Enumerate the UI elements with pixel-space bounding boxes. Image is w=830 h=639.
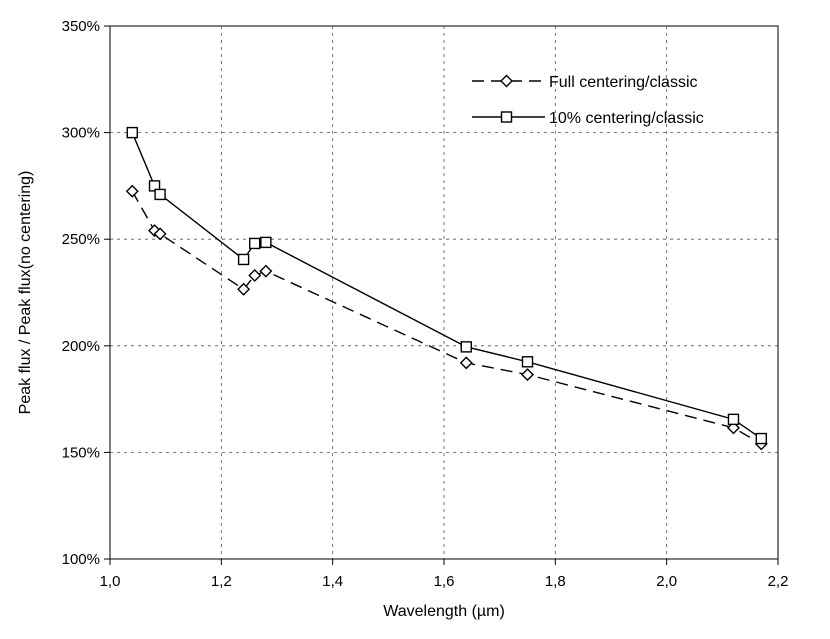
x-axis-label: Wavelength (µm) <box>383 603 505 620</box>
data-series <box>125 126 768 451</box>
legend-item-10pct-centering: 10% centering/classic <box>472 110 704 127</box>
data-point-square <box>521 356 534 368</box>
data-point-diamond <box>459 356 473 370</box>
series-1 <box>126 126 767 445</box>
data-point-square <box>237 253 250 266</box>
data-point-square <box>755 432 767 445</box>
data-point-diamond <box>237 282 251 296</box>
legend-label: 10% centering/classic <box>549 110 704 127</box>
data-point-diamond <box>521 368 534 382</box>
data-point-diamond <box>125 184 139 198</box>
data-point-square <box>460 341 472 353</box>
y-tick-label: 350% <box>62 18 100 35</box>
data-point-square <box>249 237 261 250</box>
data-point-square <box>126 126 138 139</box>
x-tick-label: 1,2 <box>211 573 232 590</box>
legend-marker-square <box>500 111 513 123</box>
data-point-diamond <box>726 421 740 435</box>
data-point-square <box>154 188 166 201</box>
legend-label: Full centering/classic <box>549 74 698 91</box>
x-tick-label: 1,4 <box>322 573 343 590</box>
axis-ticks: 1,0 1,2 1,4 1,6 1,8 2,0 2,2 100% 150% 200% 250% 300… <box>62 18 789 590</box>
y-tick-label: 250% <box>62 231 100 248</box>
x-tick-label: 1,8 <box>545 573 566 590</box>
data-point-square <box>727 413 740 426</box>
y-tick-label: 150% <box>62 444 100 461</box>
data-point-square <box>260 236 272 249</box>
x-tick-label: 2,0 <box>656 573 677 590</box>
y-axis-label: Peak flux / Peak flux(no centering) <box>17 171 34 415</box>
y-tick-label: 100% <box>62 551 100 568</box>
data-point-diamond <box>259 264 273 278</box>
y-tick-label: 300% <box>62 125 100 142</box>
x-tick-label: 2,2 <box>768 573 789 590</box>
y-tick-label: 200% <box>62 338 100 355</box>
data-point-diamond <box>248 268 262 282</box>
legend-marker-diamond <box>500 74 513 88</box>
grid-lines <box>110 26 778 559</box>
legend: Full centering/classic 10% centering/cla… <box>472 74 704 127</box>
x-tick-label: 1,0 <box>100 573 121 590</box>
x-tick-label: 1,6 <box>434 573 455 590</box>
data-point-diamond <box>153 227 167 241</box>
legend-item-full-centering: Full centering/classic <box>472 74 698 91</box>
series-0 <box>125 184 768 451</box>
